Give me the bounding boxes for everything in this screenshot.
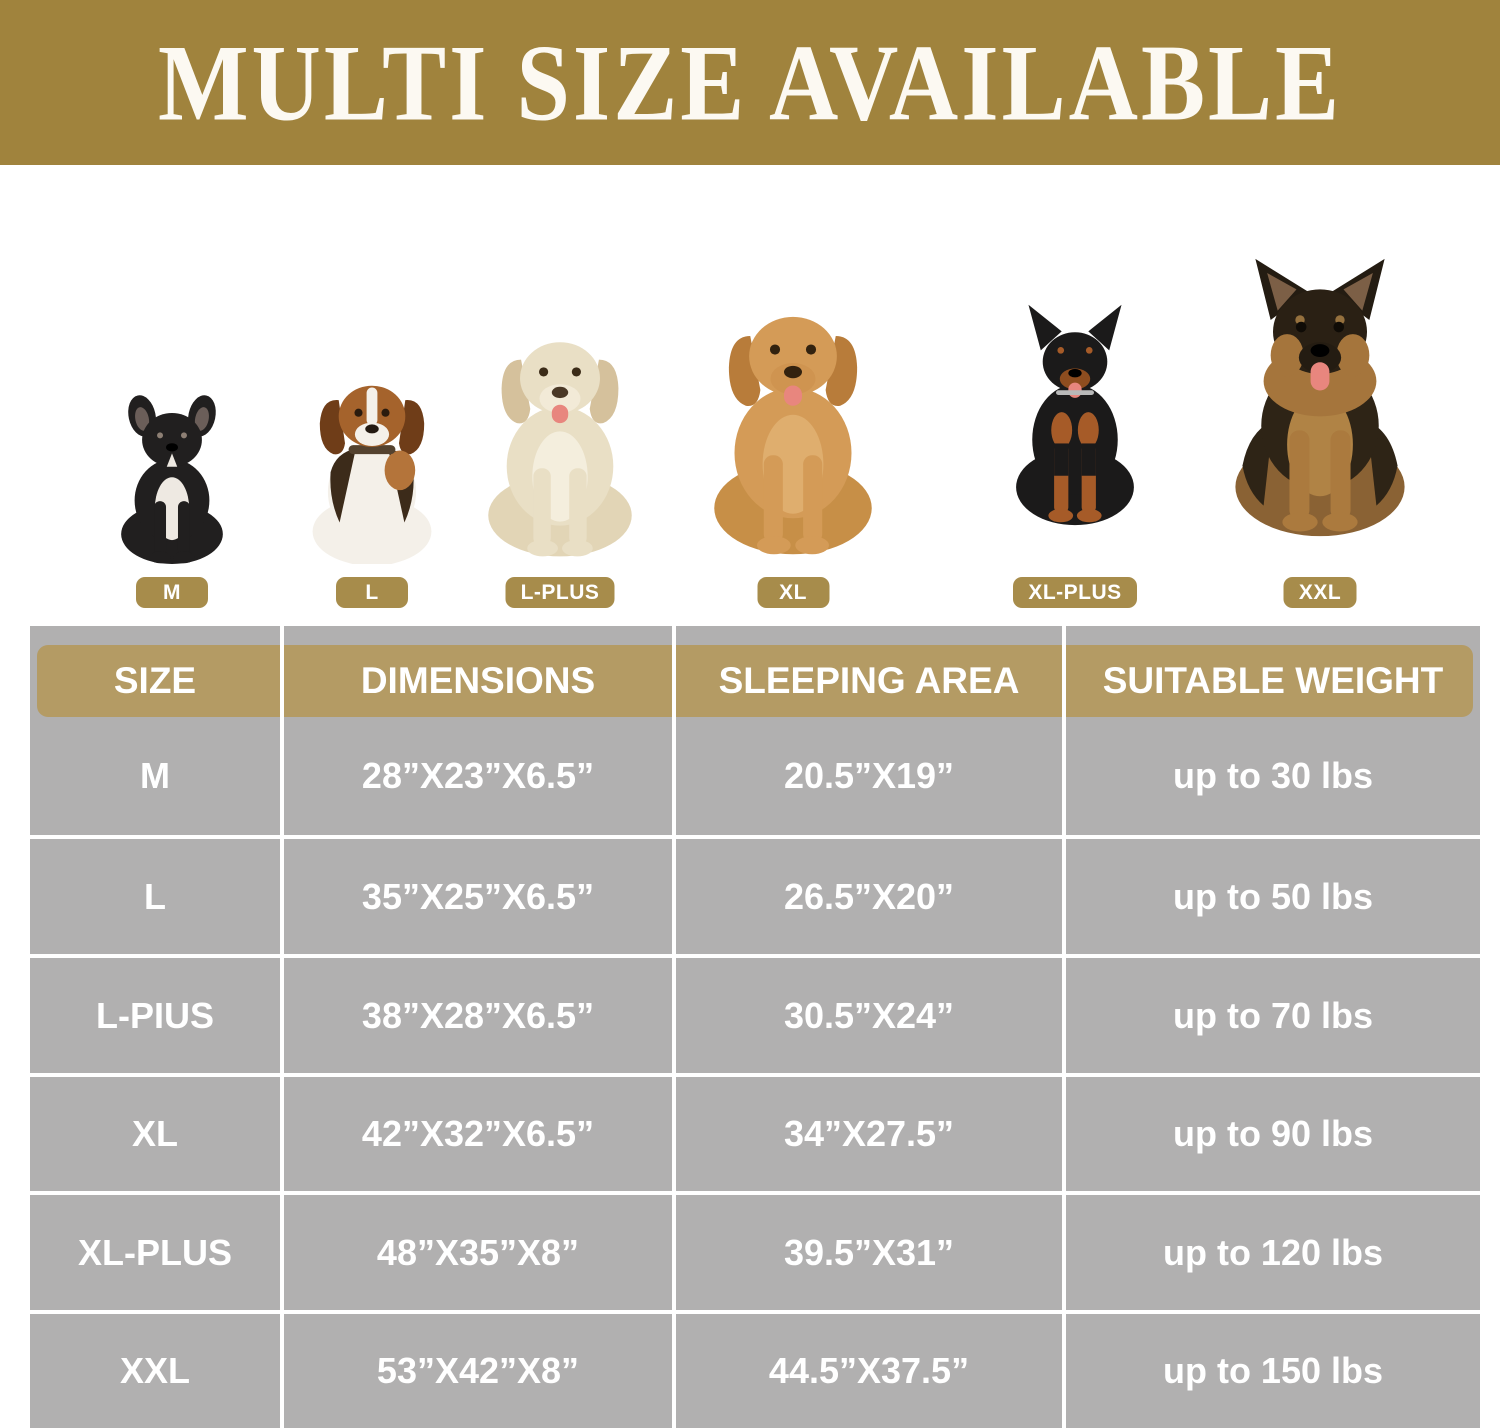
table-cell-dimensions: 53”X42”X8” [376, 1350, 580, 1391]
table-cell-suitable-weight: up to 70 lbs [1172, 994, 1374, 1036]
dog-slot-l-plus: L-PLUS [458, 309, 663, 608]
dog-slot-xxl: XXL [1203, 224, 1438, 608]
banner: MULTI SIZE AVAILABLE [0, 0, 1500, 165]
column-header-suitable-weight: SUITABLE WEIGHT [1102, 660, 1444, 701]
table-cell-suitable-weight: up to 50 lbs [1172, 875, 1374, 917]
table-cell-dimensions: 42”X32”X6.5” [361, 1113, 595, 1154]
table-cell-size: XXL [119, 1350, 190, 1391]
column-header-dimensions: DIMENSIONS [360, 660, 596, 701]
size-badge-xxl: XXL [1283, 577, 1357, 608]
table-cell-dimensions: 35”X25”X6.5” [361, 875, 595, 917]
column-divider [280, 626, 284, 1428]
size-badge-xl: XL [757, 577, 829, 608]
size-badge-m: M [136, 577, 208, 608]
table-cell-dimensions: 38”X28”X6.5” [361, 994, 595, 1036]
table-cell-size: L-PIUS [95, 994, 214, 1036]
table-cell-size: M [140, 755, 170, 796]
size-badge-xl-plus: XL-PLUS [1013, 577, 1137, 608]
dog-slot-m: M [97, 392, 247, 608]
table-cell-suitable-weight: up to 30 lbs [1172, 755, 1374, 796]
table-cell-sleeping-area: 44.5”X37.5” [768, 1350, 970, 1391]
golden-retriever-cream-image [488, 342, 632, 557]
page-title: MULTI SIZE AVAILABLE [157, 21, 1343, 144]
dog-slot-l: L [282, 364, 462, 608]
table-cell-sleeping-area: 39.5”X31” [783, 1231, 955, 1273]
table-cell-size: XL-PLUS [77, 1231, 232, 1273]
row-divider [30, 835, 1480, 839]
table-cell-dimensions: 28”X23”X6.5” [361, 755, 595, 796]
dog-size-lineup: M L [0, 165, 1500, 625]
column-header-size: SIZE [113, 660, 197, 701]
table-cell-sleeping-area: 20.5”X19” [783, 755, 955, 796]
table-cell-sleeping-area: 26.5”X20” [783, 875, 955, 917]
table-cell-size: XL [131, 1113, 178, 1154]
size-badge-l: L [336, 577, 408, 608]
table-cell-suitable-weight: up to 150 lbs [1162, 1350, 1384, 1391]
dog-slot-xl-plus: XL-PLUS [980, 264, 1170, 608]
table-cell-dimensions: 48”X35”X8” [376, 1231, 580, 1273]
column-divider [1062, 626, 1066, 1428]
row-divider [30, 1073, 1480, 1077]
column-header-sleeping-area: SLEEPING AREA [718, 660, 1020, 701]
size-badge-l-plus: L-PLUS [505, 577, 615, 608]
row-divider [30, 1310, 1480, 1314]
dog-slot-xl: XL [681, 279, 906, 608]
table-cell-suitable-weight: up to 120 lbs [1162, 1231, 1384, 1273]
table-cell-suitable-weight: up to 90 lbs [1172, 1113, 1374, 1154]
german-shepherd-image [1235, 258, 1405, 537]
column-divider [672, 626, 676, 1428]
row-divider [30, 954, 1480, 958]
french-bulldog-image [121, 395, 223, 564]
table-cell-sleeping-area: 30.5”X24” [783, 994, 955, 1036]
table-cell-size: L [144, 875, 166, 917]
row-divider [30, 1191, 1480, 1195]
golden-retriever-image [714, 316, 872, 555]
doberman-image [1016, 304, 1134, 526]
table-header-band [37, 645, 1473, 717]
table-cell-sleeping-area: 34”X27.5” [783, 1113, 955, 1154]
size-table: SIZE DIMENSIONS SLEEPING AREA SUITABLE W… [30, 626, 1480, 1428]
beagle-image [312, 385, 432, 564]
